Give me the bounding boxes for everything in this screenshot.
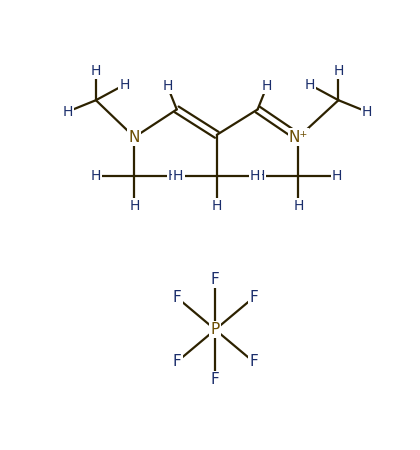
Text: H: H	[162, 79, 173, 93]
Text: F: F	[249, 290, 258, 305]
Text: F: F	[211, 372, 220, 387]
Text: H: H	[119, 78, 130, 92]
Text: F: F	[173, 354, 181, 369]
Text: N: N	[129, 130, 140, 144]
Text: H: H	[255, 169, 265, 183]
Text: H: H	[293, 199, 304, 213]
Text: H: H	[250, 169, 260, 183]
Text: H: H	[62, 105, 73, 119]
Text: F: F	[211, 272, 220, 287]
Text: H: H	[333, 64, 344, 78]
Text: H: H	[262, 79, 272, 93]
Text: H: H	[332, 169, 342, 183]
Text: N⁺: N⁺	[289, 130, 308, 144]
Text: H: H	[129, 199, 139, 213]
Text: H: H	[212, 199, 222, 213]
Text: P: P	[210, 322, 220, 337]
Text: F: F	[249, 354, 258, 369]
Text: F: F	[173, 290, 181, 305]
Text: H: H	[362, 105, 372, 119]
Text: H: H	[91, 64, 101, 78]
Text: H: H	[305, 78, 315, 92]
Text: H: H	[173, 169, 184, 183]
Text: H: H	[168, 169, 178, 183]
Text: H: H	[91, 169, 101, 183]
